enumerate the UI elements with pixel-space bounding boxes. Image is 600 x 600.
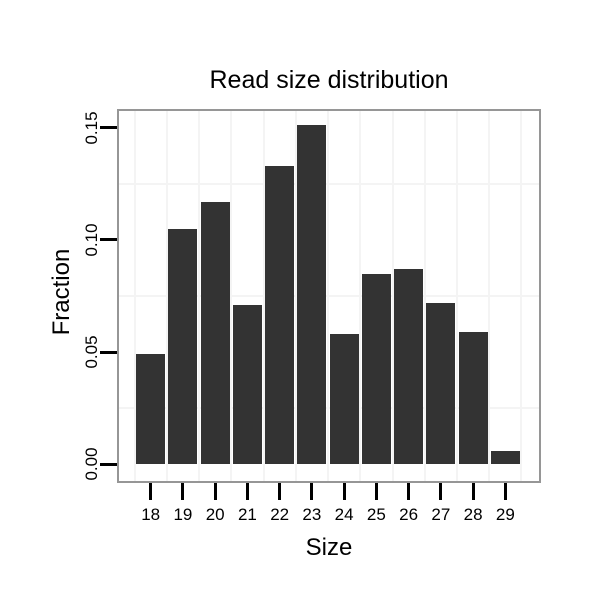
- x-tick-label: 25: [366, 505, 386, 524]
- minor-gridline-horizontal: [119, 182, 539, 185]
- x-tick-mark: [278, 483, 282, 500]
- bar: [200, 201, 230, 465]
- bar: [361, 273, 391, 465]
- bar: [490, 450, 520, 465]
- x-axis-title: Size: [305, 534, 353, 561]
- y-tick-label: 0.05: [82, 335, 101, 369]
- x-tick-label: 21: [237, 505, 257, 524]
- bar: [297, 125, 327, 465]
- x-tick-mark: [149, 483, 153, 500]
- y-tick-mark: [100, 350, 117, 354]
- x-tick-mark: [245, 483, 249, 500]
- x-tick-mark: [181, 483, 185, 500]
- bar: [426, 302, 456, 465]
- bar: [232, 304, 262, 465]
- bar: [136, 354, 166, 465]
- bar: [265, 165, 295, 465]
- chart-title: Read size distribution: [209, 66, 449, 94]
- x-tick-label: 28: [463, 505, 483, 524]
- x-tick-mark: [213, 483, 217, 500]
- x-tick-mark: [503, 483, 507, 500]
- y-tick-label: 0.10: [82, 223, 101, 257]
- y-tick-mark: [100, 126, 117, 130]
- x-tick-label: 27: [431, 505, 451, 524]
- x-tick-label: 22: [270, 505, 290, 524]
- x-tick-mark: [374, 483, 378, 500]
- x-tick-label: 26: [399, 505, 419, 524]
- plot-panel: [117, 109, 541, 483]
- x-tick-label: 19: [173, 505, 193, 524]
- x-tick-mark: [342, 483, 346, 500]
- bar: [458, 331, 488, 465]
- bar: [394, 269, 424, 465]
- x-tick-mark: [439, 483, 443, 500]
- y-tick-mark: [100, 462, 117, 466]
- x-tick-label: 24: [334, 505, 354, 524]
- x-tick-label: 29: [495, 505, 515, 524]
- x-tick-mark: [407, 483, 411, 500]
- bar: [168, 228, 198, 465]
- y-axis-title: Fraction: [48, 248, 75, 336]
- x-tick-label: 23: [302, 505, 322, 524]
- x-tick-mark: [471, 483, 475, 500]
- bar: [329, 334, 359, 465]
- x-tick-label: 20: [205, 505, 225, 524]
- y-tick-label: 0.15: [82, 111, 101, 145]
- x-tick-mark: [310, 483, 314, 500]
- minor-gridline-horizontal: [119, 295, 539, 297]
- y-tick-label: 0.00: [82, 447, 101, 481]
- y-tick-mark: [100, 238, 117, 242]
- minor-gridline-horizontal: [119, 407, 539, 410]
- x-tick-label: 18: [141, 505, 161, 524]
